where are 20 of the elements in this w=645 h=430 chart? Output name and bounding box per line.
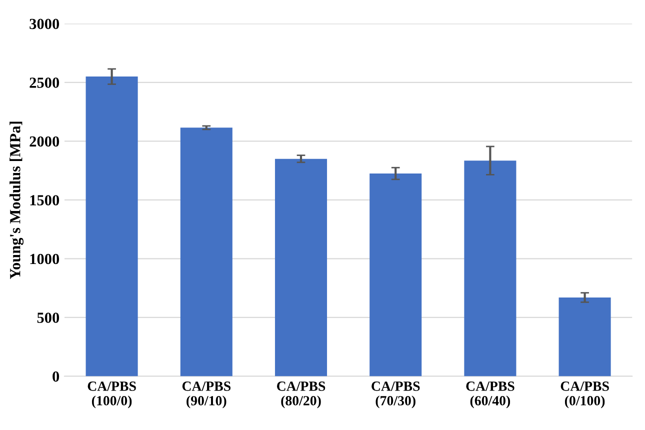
x-tick-label: CA/PBS (70/30): [372, 382, 420, 408]
bar: [370, 174, 422, 376]
y-tick-label: 0: [52, 371, 60, 382]
bar: [274, 158, 328, 376]
y-tick-label: 1500: [30, 195, 60, 206]
x-tick-label: CA/PBS (60/40): [466, 382, 514, 408]
bar: [464, 160, 516, 376]
x-tick-label: CA/PBS (0/100): [560, 382, 609, 408]
x-tick-label: CA/PBS (80/20): [276, 382, 326, 408]
y-tick-label: 2000: [30, 136, 60, 147]
y-tick-label: 500: [37, 312, 60, 323]
y-tick-label: 3000: [30, 18, 60, 30]
x-tick-label: CA/PBS (90/10): [182, 382, 231, 408]
y-axis-title: Young's Modulus [MPa]: [10, 122, 24, 280]
y-tick-label: 2500: [30, 78, 60, 88]
bar: [180, 128, 232, 376]
y-tick-label: 1000: [30, 254, 60, 264]
bar: [558, 298, 611, 376]
x-tick-label: CA/PBS (100/0): [88, 382, 136, 408]
bar: [86, 76, 138, 376]
